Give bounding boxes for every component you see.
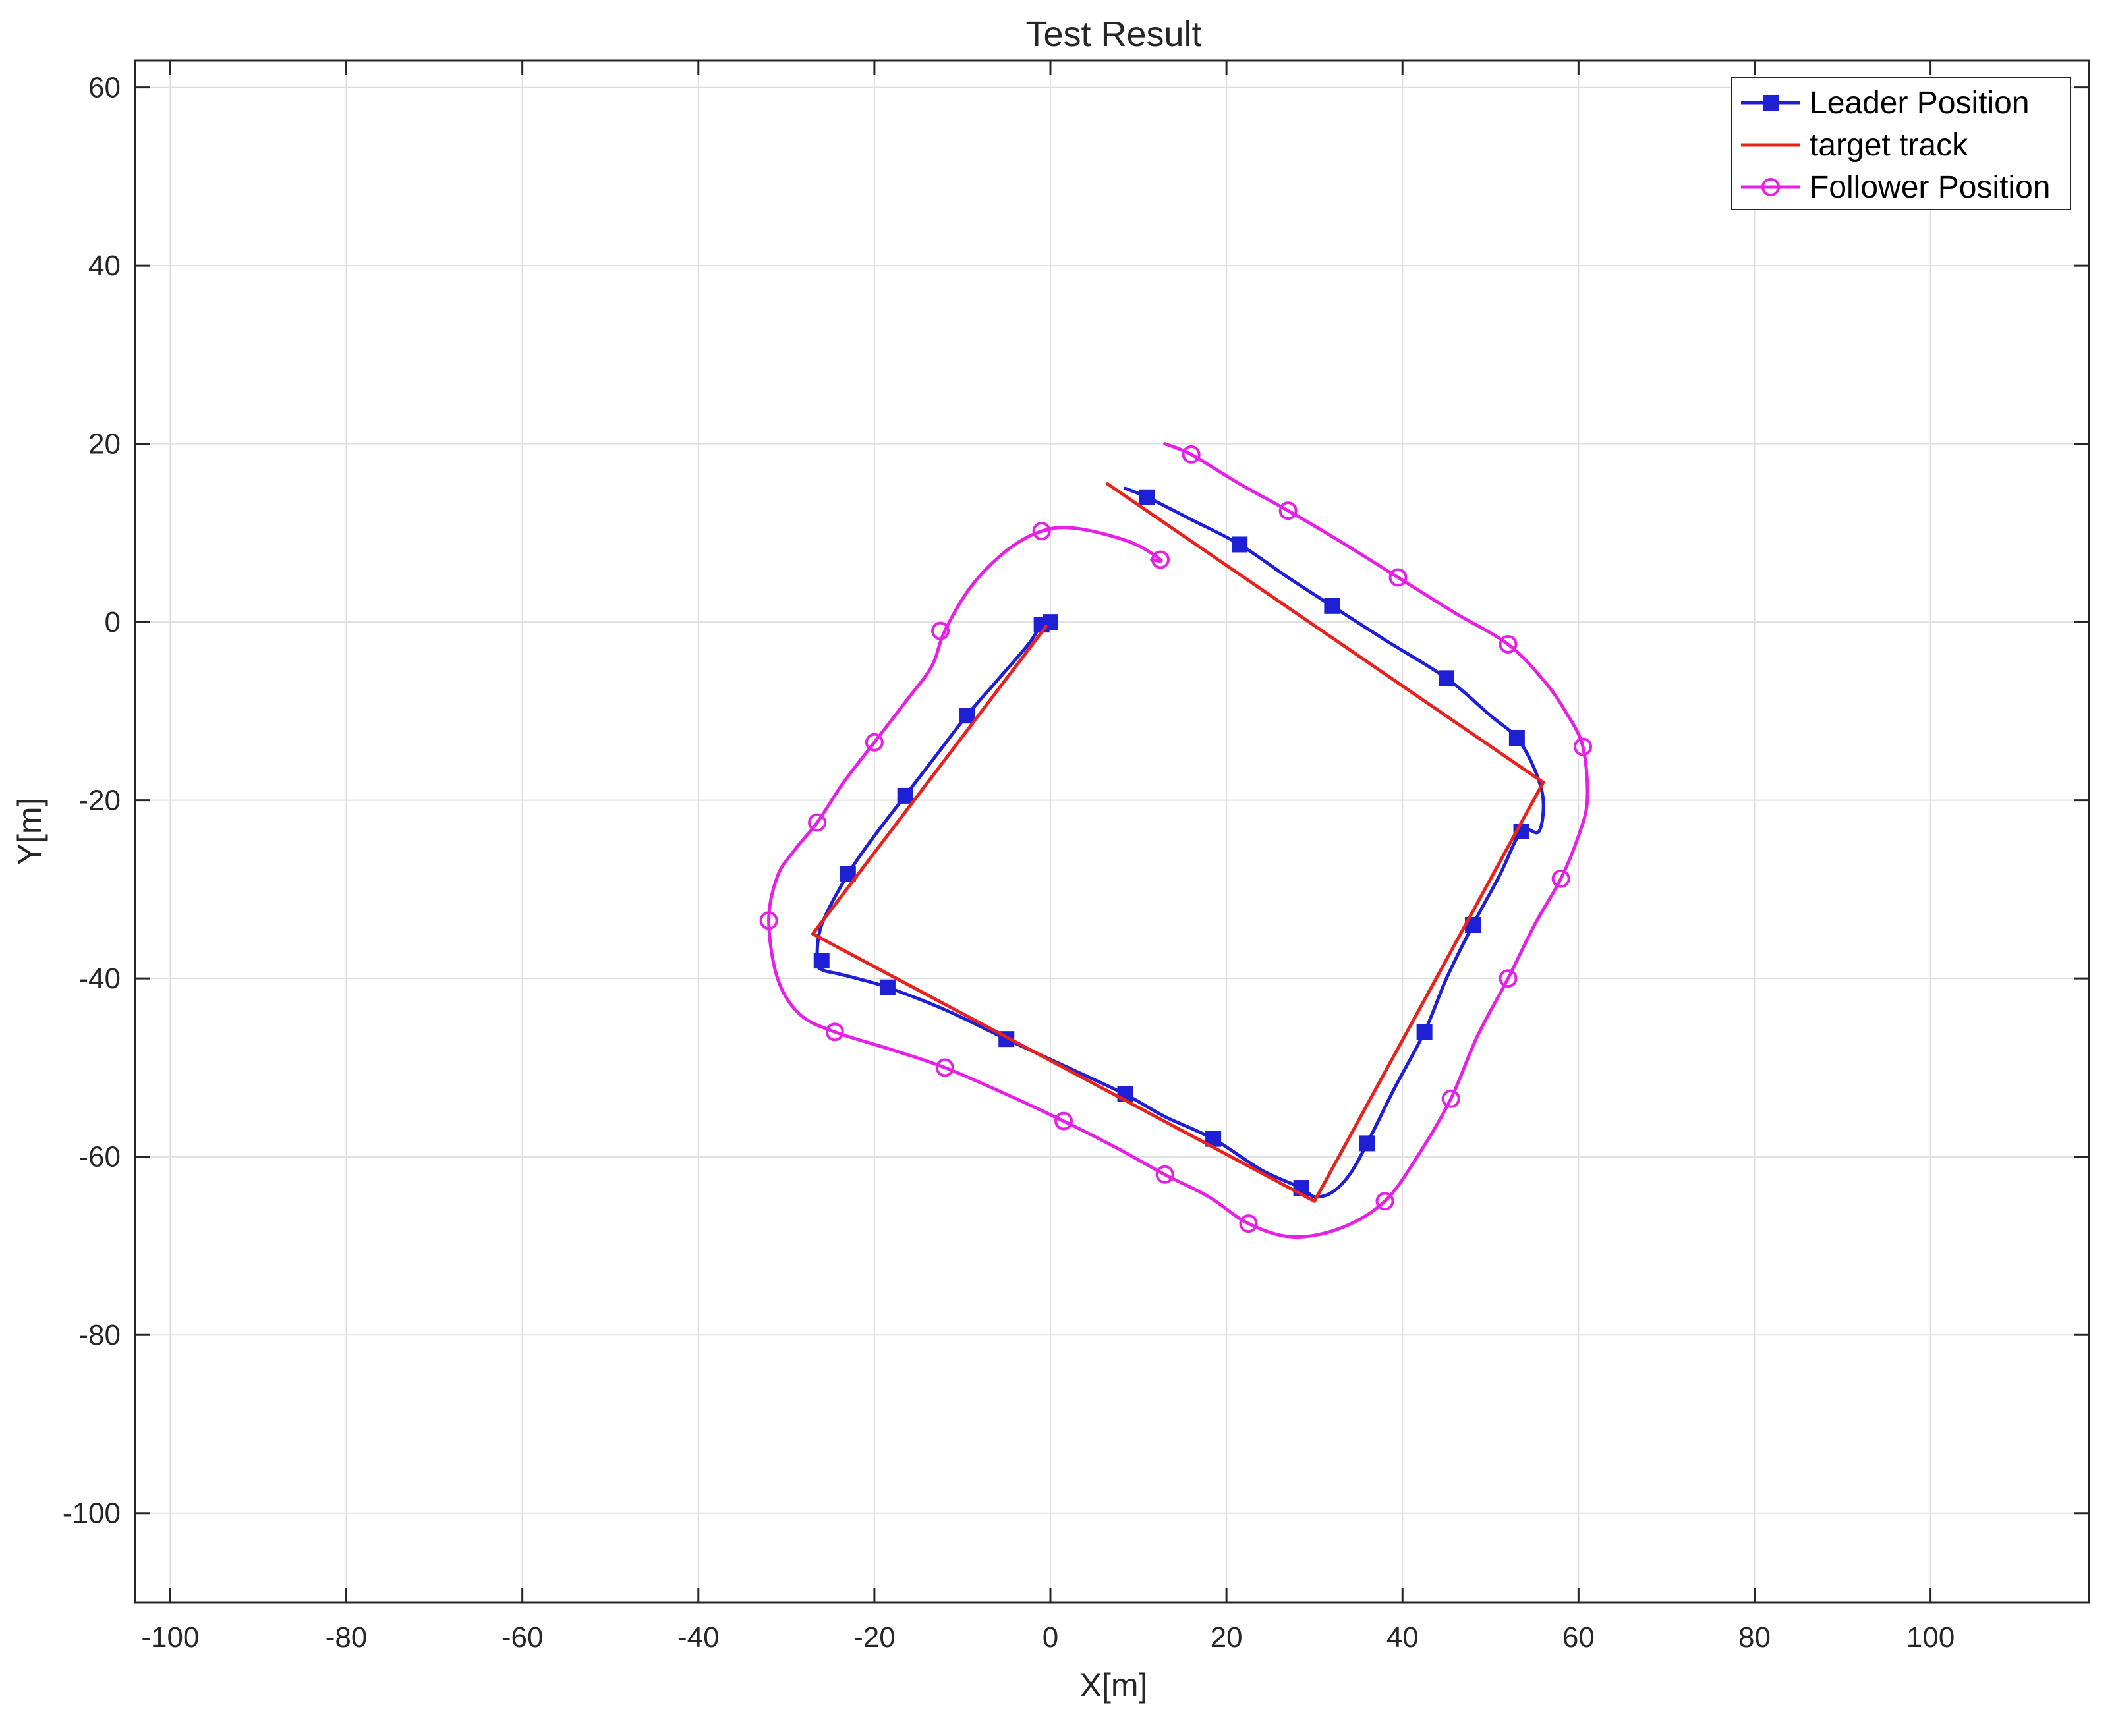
series-follower-position <box>759 442 1593 1239</box>
plot-area <box>134 59 2090 1604</box>
data-point-marker <box>931 621 950 640</box>
legend-marker <box>1761 178 1780 196</box>
chart-title: Test Result <box>1025 14 1201 54</box>
x-tick-label: -60 <box>501 1621 544 1654</box>
data-point-marker <box>1054 1111 1073 1131</box>
data-point-marker <box>1032 522 1051 541</box>
x-tick-label: -80 <box>326 1621 368 1654</box>
x-tick-label: 0 <box>1043 1621 1058 1654</box>
x-tick-label: 40 <box>1386 1621 1419 1654</box>
legend: Leader Position target track Follower Posi… <box>1731 77 2071 210</box>
data-point-marker <box>1508 729 1525 746</box>
data-point-marker <box>759 911 778 930</box>
data-point-marker <box>1551 869 1570 888</box>
data-point-marker <box>1499 969 1518 988</box>
data-point-marker <box>813 953 830 969</box>
legend-label: Follower Position <box>1810 170 2050 205</box>
y-tick-label: -20 <box>78 785 121 817</box>
data-point-marker <box>1182 445 1201 464</box>
data-point-marker <box>897 787 913 804</box>
legend-label: target track <box>1810 128 1968 163</box>
data-point-marker <box>1139 489 1155 505</box>
x-axis-label: X[m] <box>1080 1667 1148 1704</box>
data-point-marker <box>1439 670 1455 686</box>
data-point-marker <box>1441 1089 1460 1108</box>
y-tick-label: 0 <box>105 606 121 638</box>
data-point-marker <box>1239 1214 1258 1233</box>
x-tick-label: 80 <box>1738 1621 1771 1654</box>
data-point-marker <box>1155 1165 1174 1184</box>
data-point-marker <box>1574 737 1593 756</box>
x-tick-label: -40 <box>677 1621 720 1654</box>
y-tick-label: 40 <box>88 250 121 282</box>
y-tick-label: -100 <box>63 1498 121 1530</box>
series-leader-position <box>813 486 1545 1199</box>
legend-marker <box>1763 95 1779 111</box>
series-target-track <box>811 482 1545 1203</box>
data-point-marker <box>840 866 856 882</box>
data-point-marker <box>808 813 827 832</box>
data-point-marker <box>865 733 884 752</box>
x-tick-label: 20 <box>1211 1621 1243 1654</box>
data-point-marker <box>959 708 975 724</box>
y-tick-label: 60 <box>88 72 121 104</box>
x-tick-label: 100 <box>1906 1621 1955 1654</box>
grid <box>135 61 2089 1602</box>
y-axis-label: Y[m] <box>11 798 48 866</box>
data-point-marker <box>825 1022 844 1042</box>
data-point-marker <box>1232 536 1248 553</box>
data-point-marker <box>1324 598 1340 614</box>
legend-label: Leader Position <box>1810 86 2030 121</box>
x-tick-label: -20 <box>853 1621 896 1654</box>
data-point-marker <box>1388 568 1408 587</box>
series-line <box>811 482 1545 1203</box>
axis-ticks: -100 -80 -60 -40 -20 0 20 40 60 80 100 60 40 20 0 -20 -4… <box>63 61 2089 1654</box>
data-point-marker <box>1278 501 1298 520</box>
x-tick-label: -100 <box>141 1621 199 1654</box>
data-point-marker <box>1499 634 1518 654</box>
data-point-marker <box>879 979 896 995</box>
y-tick-label: -40 <box>78 963 121 995</box>
series-line <box>767 442 1589 1239</box>
y-tick-label: -80 <box>78 1319 121 1351</box>
data-point-marker <box>1416 1024 1433 1040</box>
series-layer <box>759 442 1593 1239</box>
y-tick-label: 20 <box>88 428 121 461</box>
data-point-marker <box>1151 550 1170 569</box>
x-tick-label: 60 <box>1562 1621 1595 1654</box>
y-tick-label: -60 <box>78 1141 121 1173</box>
data-point-marker <box>1359 1135 1375 1152</box>
data-point-marker <box>935 1058 954 1077</box>
data-point-marker <box>1375 1192 1394 1211</box>
